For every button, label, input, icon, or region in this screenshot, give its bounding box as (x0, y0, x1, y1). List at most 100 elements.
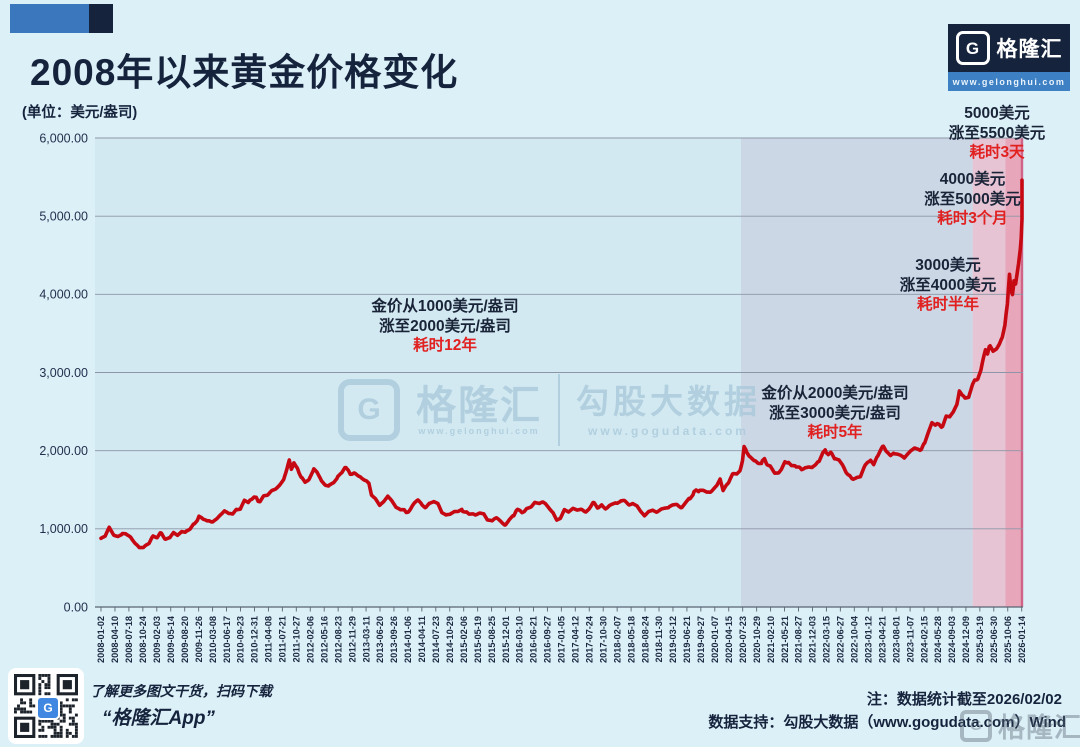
svg-text:2013-03-11: 2013-03-11 (361, 616, 371, 663)
svg-text:0.00: 0.00 (64, 600, 88, 614)
svg-text:2015-08-25: 2015-08-25 (487, 616, 497, 663)
svg-text:2019-06-21: 2019-06-21 (682, 616, 692, 663)
svg-text:2012-02-06: 2012-02-06 (305, 616, 315, 663)
annotation-2000-to-3000: 金价从2000美元/盎司 涨至3000美元/盎司 耗时5年 (745, 384, 925, 443)
annotation-5000-to-5500: 5000美元 涨至5500美元 耗时3天 (912, 104, 1080, 163)
annotation-duration: 耗时3个月 (937, 210, 1008, 227)
svg-text:2014-04-11: 2014-04-11 (417, 616, 427, 663)
watermark-brand: 格隆汇 (416, 384, 542, 428)
svg-text:2008-01-02: 2008-01-02 (96, 616, 106, 663)
footer-data-note: 注：数据统计截至2026/02/02 (866, 691, 1062, 708)
svg-text:2023-11-07: 2023-11-07 (905, 616, 915, 663)
annotation-line: 4000美元 (939, 171, 1006, 188)
annotation-duration: 耗时3天 (969, 144, 1025, 161)
annotation-line: 涨至3000美元/盎司 (769, 404, 901, 422)
svg-text:2021-05-21: 2021-05-21 (780, 616, 790, 663)
annotation-4000-to-5000: 4000美元 涨至5000美元 耗时3个月 (890, 170, 1055, 229)
annotation-line: 5000美元 (964, 105, 1030, 122)
page-title: 2008年以来黄金价格变化 (30, 52, 459, 93)
svg-text:2025-06-30: 2025-06-30 (989, 616, 999, 663)
svg-text:2022-10-04: 2022-10-04 (850, 615, 860, 663)
svg-text:2010-06-17: 2010-06-17 (222, 616, 232, 663)
annotation-line: 涨至4000美元 (899, 276, 997, 294)
corner-watermark: G 格隆汇 (960, 706, 1080, 745)
svg-text:2015-05-19: 2015-05-19 (473, 616, 483, 663)
svg-text:2011-07-21: 2011-07-21 (278, 616, 288, 663)
watermark-divider (558, 374, 560, 446)
svg-text:2013-06-20: 2013-06-20 (375, 616, 385, 663)
footer-data-source: 数据支持：勾股大数据（www.gogudata.com）Wind (708, 714, 1066, 731)
svg-text:2009-05-14: 2009-05-14 (166, 615, 176, 663)
svg-text:2010-03-08: 2010-03-08 (208, 616, 218, 663)
svg-text:2021-12-03: 2021-12-03 (808, 616, 818, 663)
svg-text:2008-04-10: 2008-04-10 (110, 616, 120, 663)
svg-text:2024-12-09: 2024-12-09 (961, 616, 971, 663)
svg-text:2009-02-03: 2009-02-03 (152, 616, 162, 663)
svg-text:2015-02-06: 2015-02-06 (459, 616, 469, 663)
gelonghui-g-icon: G (955, 31, 990, 65)
annotation-line: 3000美元 (915, 257, 981, 274)
svg-text:2022-03-15: 2022-03-15 (822, 616, 832, 663)
svg-text:5,000.00: 5,000.00 (39, 209, 88, 223)
watermark-g-icon: G (338, 379, 400, 441)
logo-box: G 格隆汇 (948, 24, 1070, 72)
svg-text:2010-09-23: 2010-09-23 (236, 616, 246, 663)
watermark-data-url: www.gogudata.com (588, 424, 749, 438)
brand-name: 格隆汇 (996, 38, 1063, 61)
header-deco-blue-bar (10, 4, 89, 33)
annotation-line: 涨至2000美元/盎司 (379, 317, 511, 335)
svg-text:6,000.00: 6,000.00 (39, 131, 88, 145)
svg-text:2024-09-03: 2024-09-03 (947, 616, 957, 663)
watermark-data-brand: 勾股大数据 (576, 383, 761, 420)
svg-text:2012-05-16: 2012-05-16 (319, 616, 329, 663)
svg-text:2015-12-01: 2015-12-01 (501, 616, 511, 663)
svg-text:2017-07-24: 2017-07-24 (584, 615, 594, 663)
svg-text:2011-10-27: 2011-10-27 (292, 616, 302, 663)
annotation-line: 涨至5500美元 (948, 124, 1046, 142)
svg-text:2019-03-12: 2019-03-12 (668, 616, 678, 663)
annotation-line: 金价从1000美元/盎司 (371, 298, 519, 315)
corner-watermark-brand: 格隆汇 (998, 713, 1080, 743)
svg-text:2021-02-10: 2021-02-10 (766, 616, 776, 663)
x-axis: 2008-01-02 2008-04-10 2008-07-18 2008-10-24… (95, 606, 1027, 663)
svg-text:2008-07-18: 2008-07-18 (124, 616, 134, 663)
watermark-brand-url: www.gelonghui.com (418, 426, 540, 436)
svg-text:2014-07-23: 2014-07-23 (431, 616, 441, 663)
header-deco-navy-bar (89, 4, 113, 33)
svg-text:2020-01-07: 2020-01-07 (710, 616, 720, 663)
svg-text:2017-01-05: 2017-01-05 (557, 616, 567, 663)
svg-text:2020-07-23: 2020-07-23 (738, 616, 748, 663)
svg-text:2017-10-30: 2017-10-30 (598, 616, 608, 663)
svg-text:2019-09-27: 2019-09-27 (696, 616, 706, 663)
svg-text:4,000.00: 4,000.00 (39, 288, 88, 302)
svg-text:2018-11-30: 2018-11-30 (654, 616, 664, 663)
svg-text:2021-08-27: 2021-08-27 (794, 616, 804, 663)
center-watermark: G 格隆汇 www.gelonghui.com 勾股大数据 www.goguda… (338, 374, 761, 446)
svg-text:2023-01-12: 2023-01-12 (863, 616, 873, 663)
annotation-1000-to-2000: 金价从1000美元/盎司 涨至2000美元/盎司 耗时12年 (340, 297, 550, 356)
svg-text:2012-08-23: 2012-08-23 (333, 616, 343, 663)
qr-code: G (8, 668, 84, 744)
svg-text:2025-10-06: 2025-10-06 (1003, 616, 1013, 663)
svg-text:2026-01-14: 2026-01-14 (1017, 615, 1027, 663)
annotation-line: 金价从2000美元/盎司 (761, 385, 909, 402)
annotation-duration: 耗时12年 (413, 337, 477, 354)
svg-text:2025-03-19: 2025-03-19 (975, 616, 985, 663)
svg-text:2011-04-08: 2011-04-08 (264, 616, 274, 663)
qr-pattern (14, 674, 78, 738)
annotation-duration: 耗时半年 (916, 296, 979, 313)
chart-gridlines (95, 137, 1023, 530)
svg-text:2020-10-29: 2020-10-29 (752, 616, 762, 663)
annotation-duration: 耗时5年 (807, 424, 863, 441)
svg-text:2016-03-10: 2016-03-10 (515, 616, 525, 663)
gold-price-line (99, 178, 1024, 550)
y-axis-labels: 0.00 1,000.00 2,000.00 3,000.00 4,000.00 5,00… (39, 131, 88, 614)
svg-text:2009-11-26: 2009-11-26 (194, 616, 204, 663)
footer-download-hint: 了解更多图文干货，扫码下载 (90, 683, 272, 699)
gelonghui-logo[interactable]: G 格隆汇 www.gelonghui.com (948, 24, 1070, 91)
corner-watermark-g-icon: G (960, 709, 992, 742)
svg-text:2008-10-24: 2008-10-24 (138, 615, 148, 663)
unit-label: (单位：美元/盎司) (22, 105, 138, 121)
svg-text:2023-08-01: 2023-08-01 (891, 616, 901, 663)
